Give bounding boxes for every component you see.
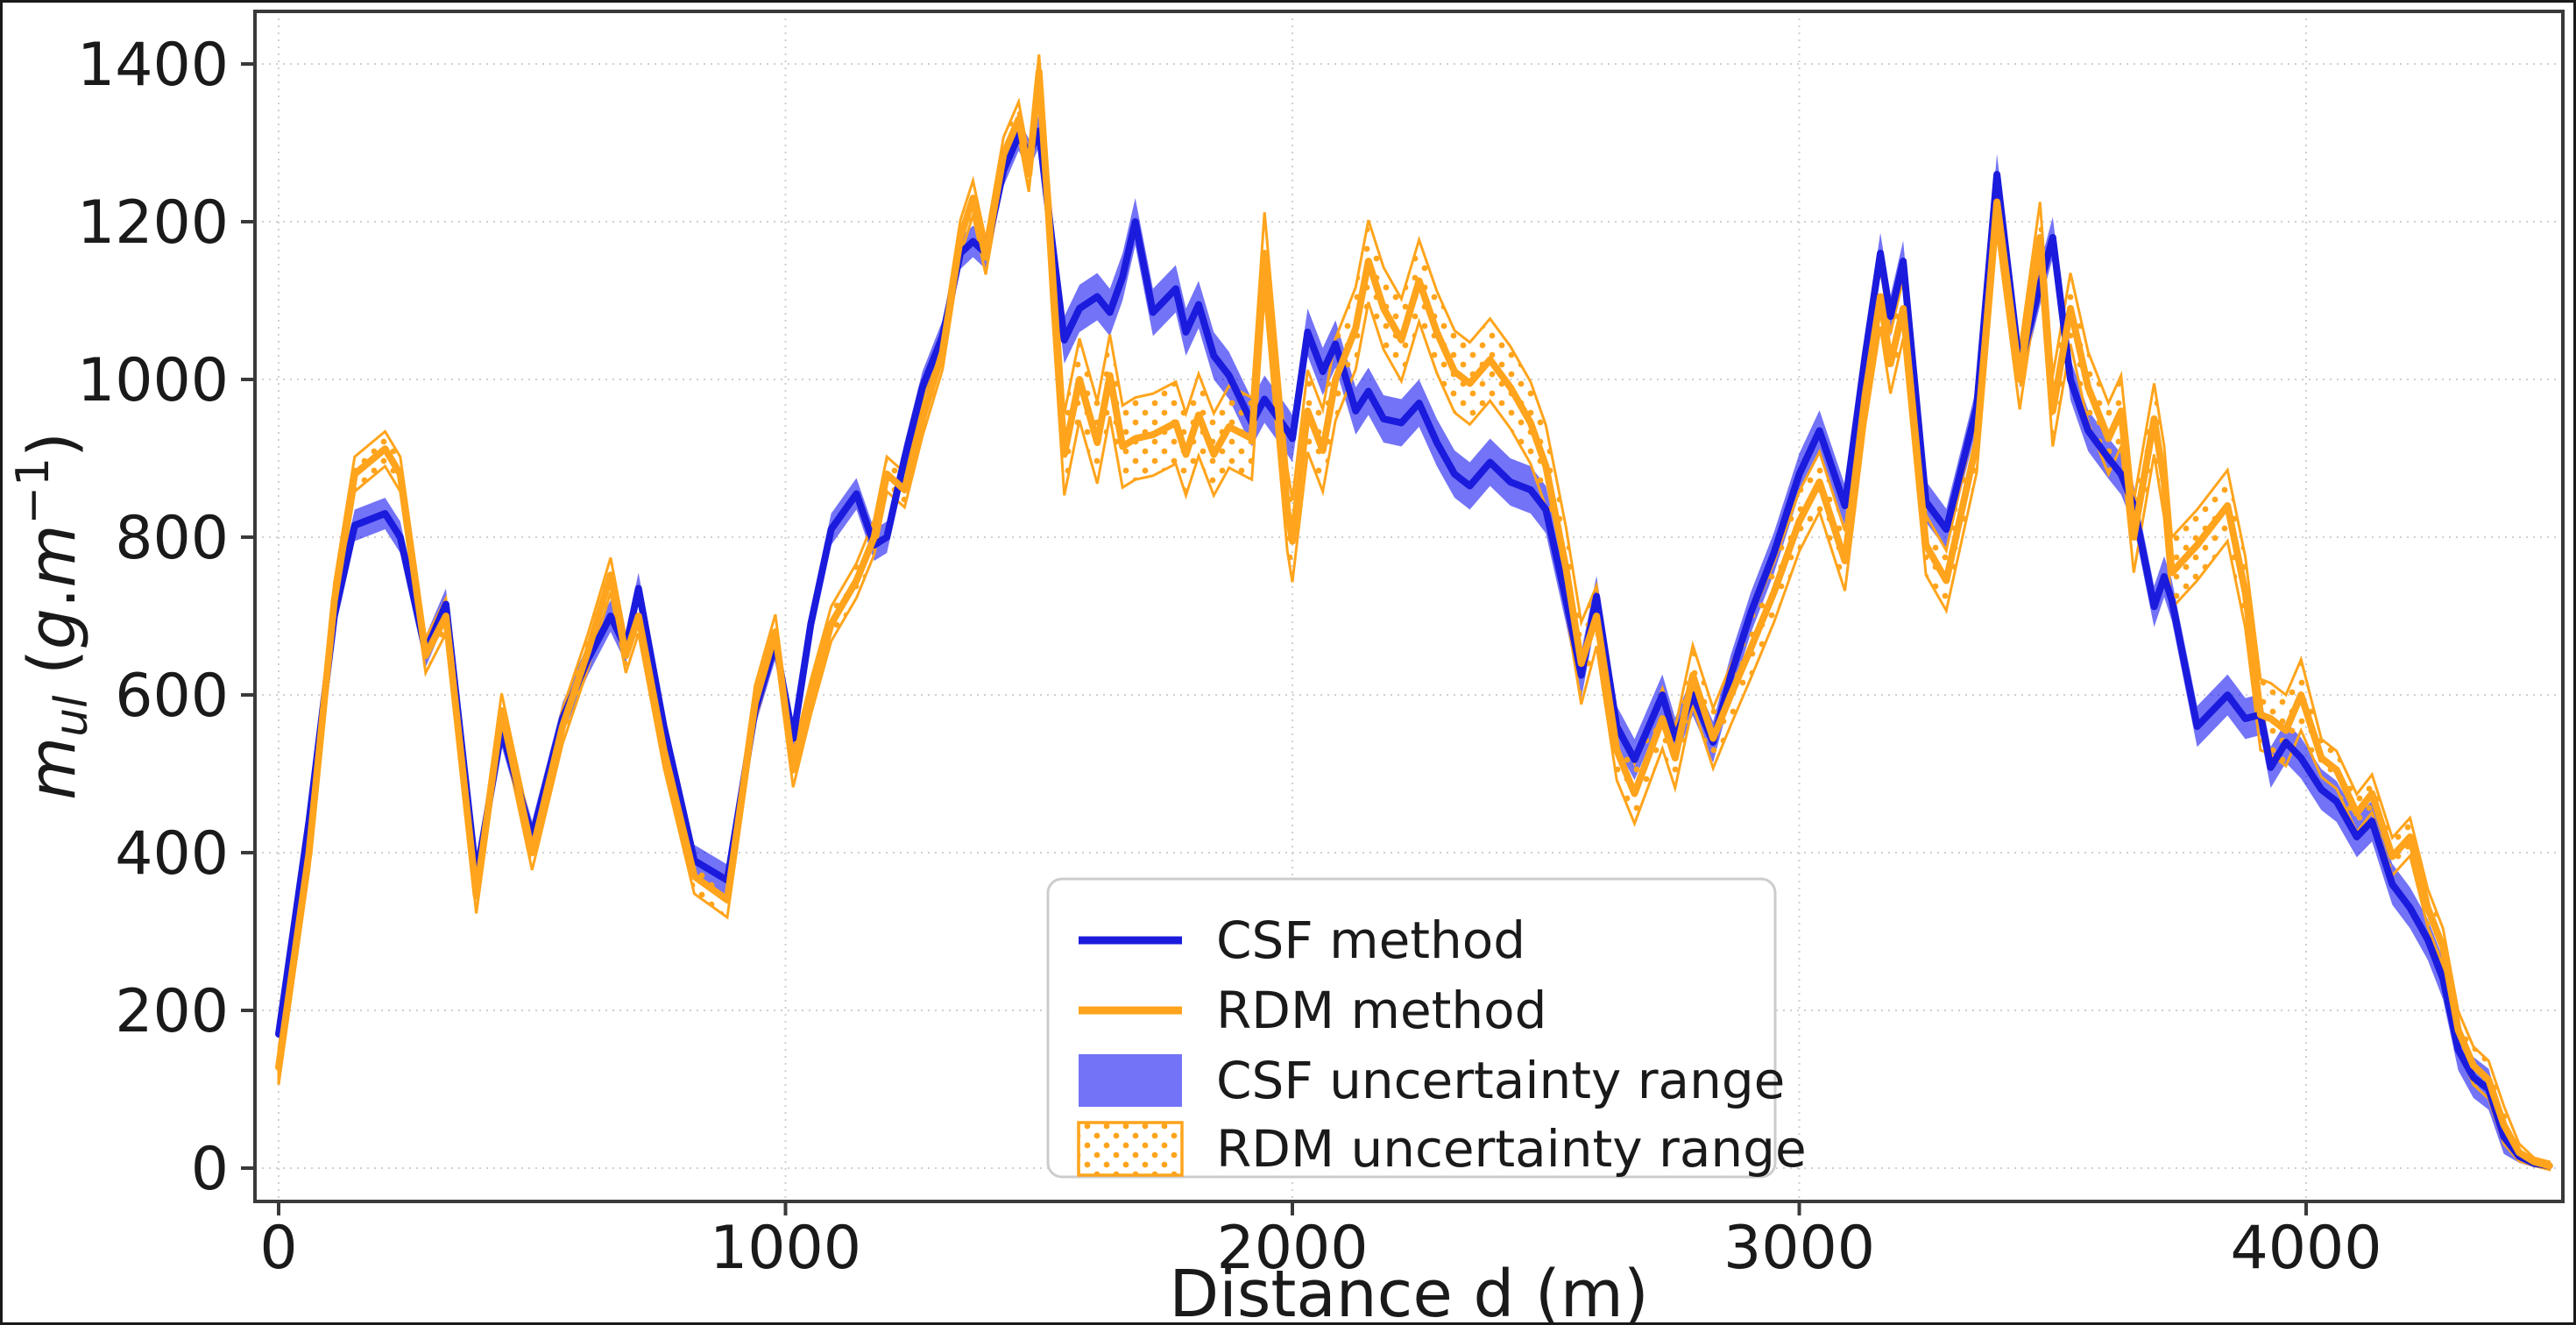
tick-marks [241, 62, 2308, 1215]
tick-labels: 0 200 400 600 800 1000 1200 1400 0 1000 2000 3000 40… [77, 31, 2382, 1283]
legend: CSF method RDM method CSF uncertainty ra… [1046, 877, 1807, 1179]
legend-label: RDM uncertainty range [1216, 1119, 1807, 1179]
legend-label: CSF uncertainty range [1216, 1051, 1785, 1110]
y-tick-label: 1400 [77, 31, 229, 100]
y-tick-label: 1200 [77, 188, 229, 258]
y-tick-label: 200 [115, 977, 229, 1046]
legend-box [1046, 877, 1777, 1179]
rdm-method-line [275, 68, 2553, 1170]
legend-item-rdm-line: RDM method [1079, 981, 1546, 1040]
legend-item-csf-band: CSF uncertainty range [1079, 1051, 1785, 1110]
legend-item-rdm-band: RDM uncertainty range [1077, 1119, 1807, 1179]
legend-item-csf-line: CSF method [1079, 910, 1525, 970]
y-axis-label: mul (g.m−1) [7, 432, 98, 800]
legend-label: RDM method [1216, 981, 1546, 1040]
y-tick-label: 0 [191, 1135, 229, 1204]
axes-spines [253, 10, 2565, 1203]
line-chart: 0 200 400 600 800 1000 1200 1400 0 1000 2000 3000 40… [7, 10, 2565, 1322]
x-tick-label: 2000 [1216, 1214, 1368, 1283]
uncertainty-bands [277, 54, 2551, 1172]
y-tick-label: 400 [115, 819, 229, 889]
y-tick-label: 600 [115, 662, 229, 731]
x-tick-label: 0 [259, 1214, 297, 1283]
x-tick-label: 4000 [2230, 1214, 2381, 1283]
x-tick-label: 1000 [710, 1214, 861, 1283]
legend-label: CSF method [1216, 910, 1525, 970]
x-tick-label: 3000 [1723, 1214, 1875, 1283]
y-tick-label: 1000 [77, 346, 229, 415]
csf-band-swatch [1079, 1054, 1182, 1107]
rdm-band-swatch [1077, 1121, 1184, 1177]
y-tick-label: 800 [115, 504, 229, 573]
x-axis-label: Distance d (m) [1169, 1257, 1648, 1322]
series-lines [275, 68, 2553, 1170]
rdm-uncertainty-band [277, 54, 2551, 1172]
